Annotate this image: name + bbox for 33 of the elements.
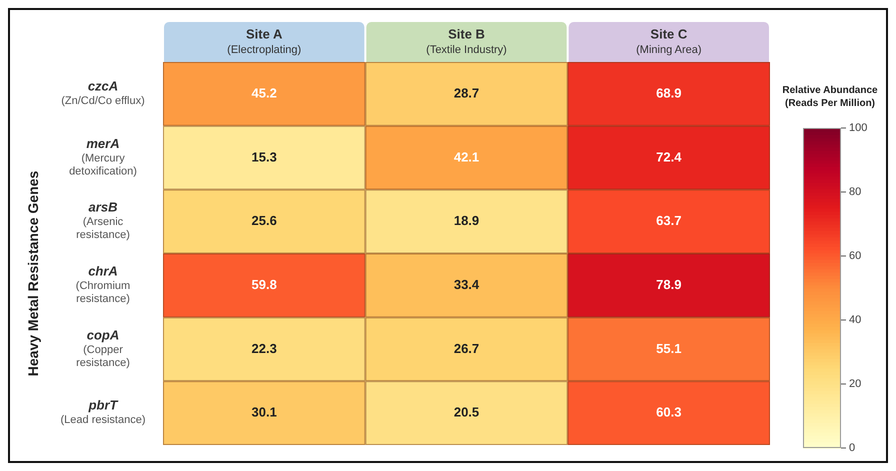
color-bar-label: 100 [849,122,868,134]
data-label: 72.4 [656,149,682,164]
data-label: 18.9 [454,213,480,228]
x-tick-label: Site C (Mining Area) [636,26,702,56]
data-label: 25.6 [252,213,277,228]
y-tick-label: chrA (Chromium resistance) [76,263,130,305]
y-tick-label: pbrT (Lead resistance) [60,398,146,426]
data-label: 30.1 [252,404,277,420]
data-label: 20.5 [454,404,480,420]
data-label: 42.1 [454,149,480,164]
color-bar-label: 40 [849,314,862,326]
y-tick-label: arsB (Arsenic resistance) [76,200,130,242]
y-tick-label: merA (Mercury detoxification) [69,136,137,178]
x-tick-label: Site A (Electroplating) [227,26,302,56]
data-label: 15.3 [252,149,277,164]
data-label: 59.8 [252,276,277,292]
data-label: 22.3 [252,340,277,356]
data-label: 26.7 [454,340,480,356]
color-bar-title: Relative Abundance (Reads Per Million) [782,84,878,109]
color-bar-label: 20 [849,378,862,390]
color-bar-label: 0 [849,442,856,454]
color-bar-label: 80 [849,186,862,198]
data-label: 33.4 [454,276,480,292]
data-label: 63.7 [656,213,682,228]
data-label: 45.2 [252,85,277,100]
data-label: 55.1 [656,340,682,356]
y-axis-title: Heavy Metal Resistance Genes [24,170,41,376]
x-tick-label: Site B (Textile Industry) [426,26,507,56]
y-tick-label: czcA (Zn/Cd/Co efflux) [61,78,145,107]
color-bar-label: 60 [849,250,862,262]
data-label: 78.9 [656,276,682,292]
y-tick-label: copA (Copper resistance) [76,327,130,369]
data-label: 28.7 [454,85,480,100]
